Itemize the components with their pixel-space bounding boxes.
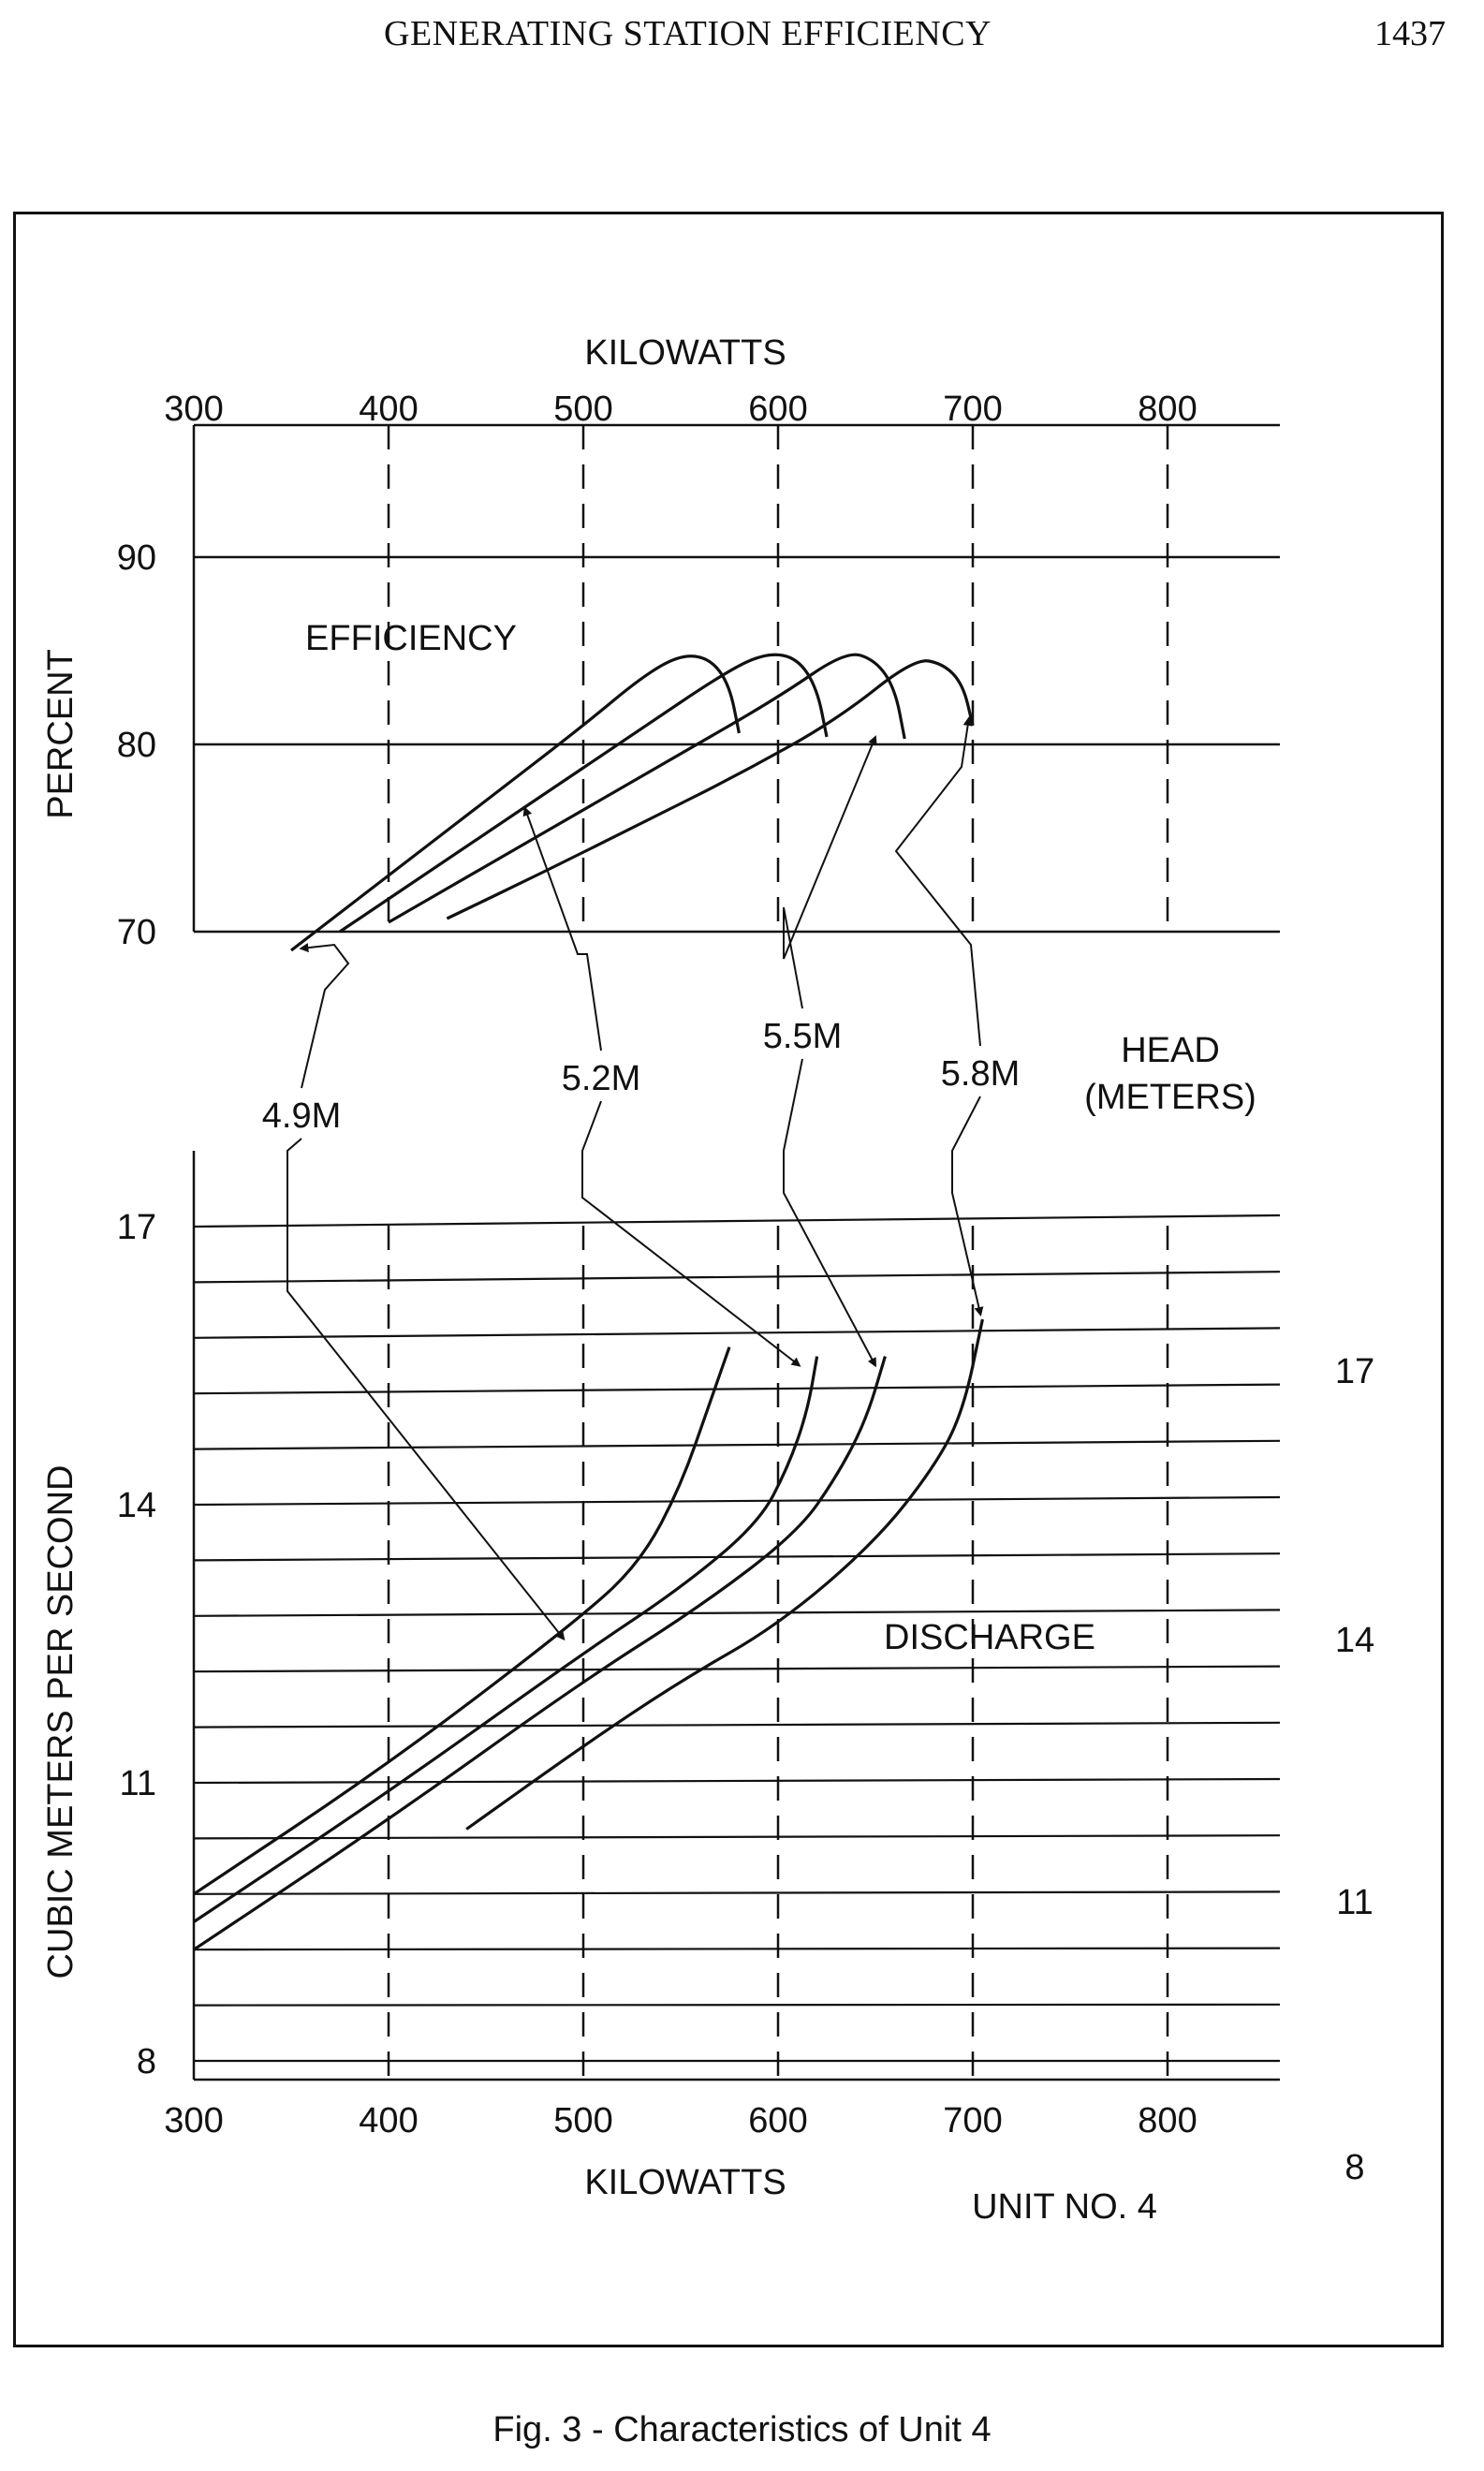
efficiency-y-ticks: 70 80 90 [117, 538, 156, 952]
discharge-y-tick-label: 14 [117, 1486, 156, 1525]
discharge-curve-5-5m [193, 1356, 887, 1951]
discharge-x-tick-label: 500 [553, 2101, 612, 2140]
discharge-gridline [193, 1609, 1281, 1617]
discharge-right-y-tick-label: 8 [1344, 2148, 1364, 2187]
discharge-leader-2 [581, 1100, 801, 1367]
discharge-ylabel: CUBIC METERS PER SECOND [41, 1465, 81, 1979]
discharge-right-y-tick-label: 17 [1335, 1352, 1374, 1391]
efficiency-y-tick-label: 80 [117, 726, 156, 765]
discharge-gridline [193, 1383, 1281, 1395]
efficiency-curve-4-9m [290, 655, 741, 952]
efficiency-y-tick-label: 90 [117, 538, 156, 578]
efficiency-x-tick-label: 700 [943, 390, 1002, 429]
discharge-gridline [193, 1327, 1281, 1339]
page-number: 1437 [1374, 14, 1446, 53]
efficiency-title: EFFICIENCY [305, 619, 517, 658]
efficiency-leader-1 [299, 943, 350, 1089]
discharge-gridline [193, 1890, 1281, 1895]
efficiency-curves [290, 653, 975, 952]
discharge-curves [193, 1318, 984, 1951]
discharge-gridline [193, 1665, 1281, 1673]
efficiency-x-tick-label: 800 [1138, 390, 1197, 429]
efficiency-ylabel: PERCENT [41, 649, 81, 819]
efficiency-leader-3 [783, 735, 877, 1009]
discharge-x-tick-label: 400 [359, 2101, 418, 2140]
efficiency-x-ticks: 300 400 500 600 700 800 [164, 390, 1197, 429]
discharge-curve-5-2m [193, 1356, 819, 1923]
discharge-x-ticks: 300 400 500 600 700 800 [164, 2101, 1197, 2140]
discharge-curve-5-8m [465, 1318, 984, 1831]
discharge-y-tick-label: 17 [117, 1208, 156, 1247]
discharge-gridline [193, 1439, 1281, 1450]
unit-annotation: UNIT NO. 4 [972, 2187, 1157, 2227]
discharge-gridline [193, 1495, 1281, 1507]
discharge-right-y-ticks: 8 11 14 17 [1335, 1352, 1374, 2187]
efficiency-x-tick-label: 300 [164, 390, 223, 429]
discharge-right-y-tick-label: 14 [1335, 1621, 1374, 1660]
efficiency-curve-5-5m [388, 653, 906, 924]
efficiency-x-tick-label: 500 [553, 390, 612, 429]
efficiency-x-tick-label: 600 [748, 390, 807, 429]
discharge-gridline [193, 1721, 1281, 1728]
efficiency-x-tick-label: 400 [359, 390, 418, 429]
characteristics-chart: KILOWATTS 300 400 500 600 700 800 70 80 90 PERC… [41, 333, 1374, 2227]
discharge-leader-3 [783, 1058, 876, 1368]
efficiency-leader-4 [894, 716, 981, 1047]
discharge-gridline [193, 1834, 1281, 1840]
discharge-title: DISCHARGE [884, 1618, 1095, 1657]
series-labels: 4.9M 5.2M 5.5M 5.8M [262, 1017, 1020, 1136]
series-label-4-9m: 4.9M [262, 1096, 341, 1136]
efficiency-y-tick-label: 70 [117, 913, 156, 952]
head-leader-lines [287, 716, 984, 1641]
discharge-leader-1 [287, 1138, 566, 1641]
discharge-x-tick-label: 700 [943, 2101, 1002, 2140]
discharge-gridline [193, 1213, 1281, 1228]
page-header: GENERATING STATION EFFICIENCY 1437 [0, 0, 1484, 84]
discharge-leader-4 [951, 1096, 984, 1316]
efficiency-curve-5-8m [446, 659, 975, 920]
figure-frame: KILOWATTS 300 400 500 600 700 800 70 80 90 PERC… [13, 212, 1444, 2347]
discharge-xlabel: KILOWATTS [584, 2163, 786, 2202]
discharge-curve-4-9m [193, 1346, 731, 1896]
discharge-y-ticks: 8 11 14 17 [117, 1208, 156, 2081]
discharge-gridline [193, 1947, 1281, 1951]
efficiency-xlabel: KILOWATTS [584, 333, 786, 373]
figure-caption: Fig. 3 - Characteristics of Unit 4 [492, 2410, 992, 2449]
discharge-x-tick-label: 800 [1138, 2101, 1197, 2140]
discharge-y-tick-label: 8 [137, 2042, 156, 2081]
running-title: GENERATING STATION EFFICIENCY [384, 14, 992, 53]
discharge-right-y-tick-label: 11 [1336, 1883, 1373, 1922]
discharge-gridline [193, 1271, 1281, 1284]
efficiency-leader-2 [522, 806, 602, 1052]
discharge-grid [192, 1151, 1281, 2081]
efficiency-grid [192, 423, 1280, 934]
discharge-y-tick-label: 11 [120, 1764, 156, 1803]
head-legend-line-1: HEAD [1121, 1031, 1220, 1070]
discharge-gridline [193, 1777, 1281, 1785]
efficiency-curve-5-2m [339, 653, 829, 934]
series-label-5-5m: 5.5M [763, 1017, 842, 1056]
discharge-gridline [193, 2003, 1281, 2007]
series-label-5-8m: 5.8M [941, 1054, 1020, 1094]
discharge-gridline [193, 1552, 1281, 1562]
series-label-5-2m: 5.2M [562, 1059, 640, 1098]
discharge-x-tick-label: 300 [164, 2101, 223, 2140]
head-legend-line-2: (METERS) [1084, 1078, 1256, 1117]
discharge-x-tick-label: 600 [748, 2101, 807, 2140]
